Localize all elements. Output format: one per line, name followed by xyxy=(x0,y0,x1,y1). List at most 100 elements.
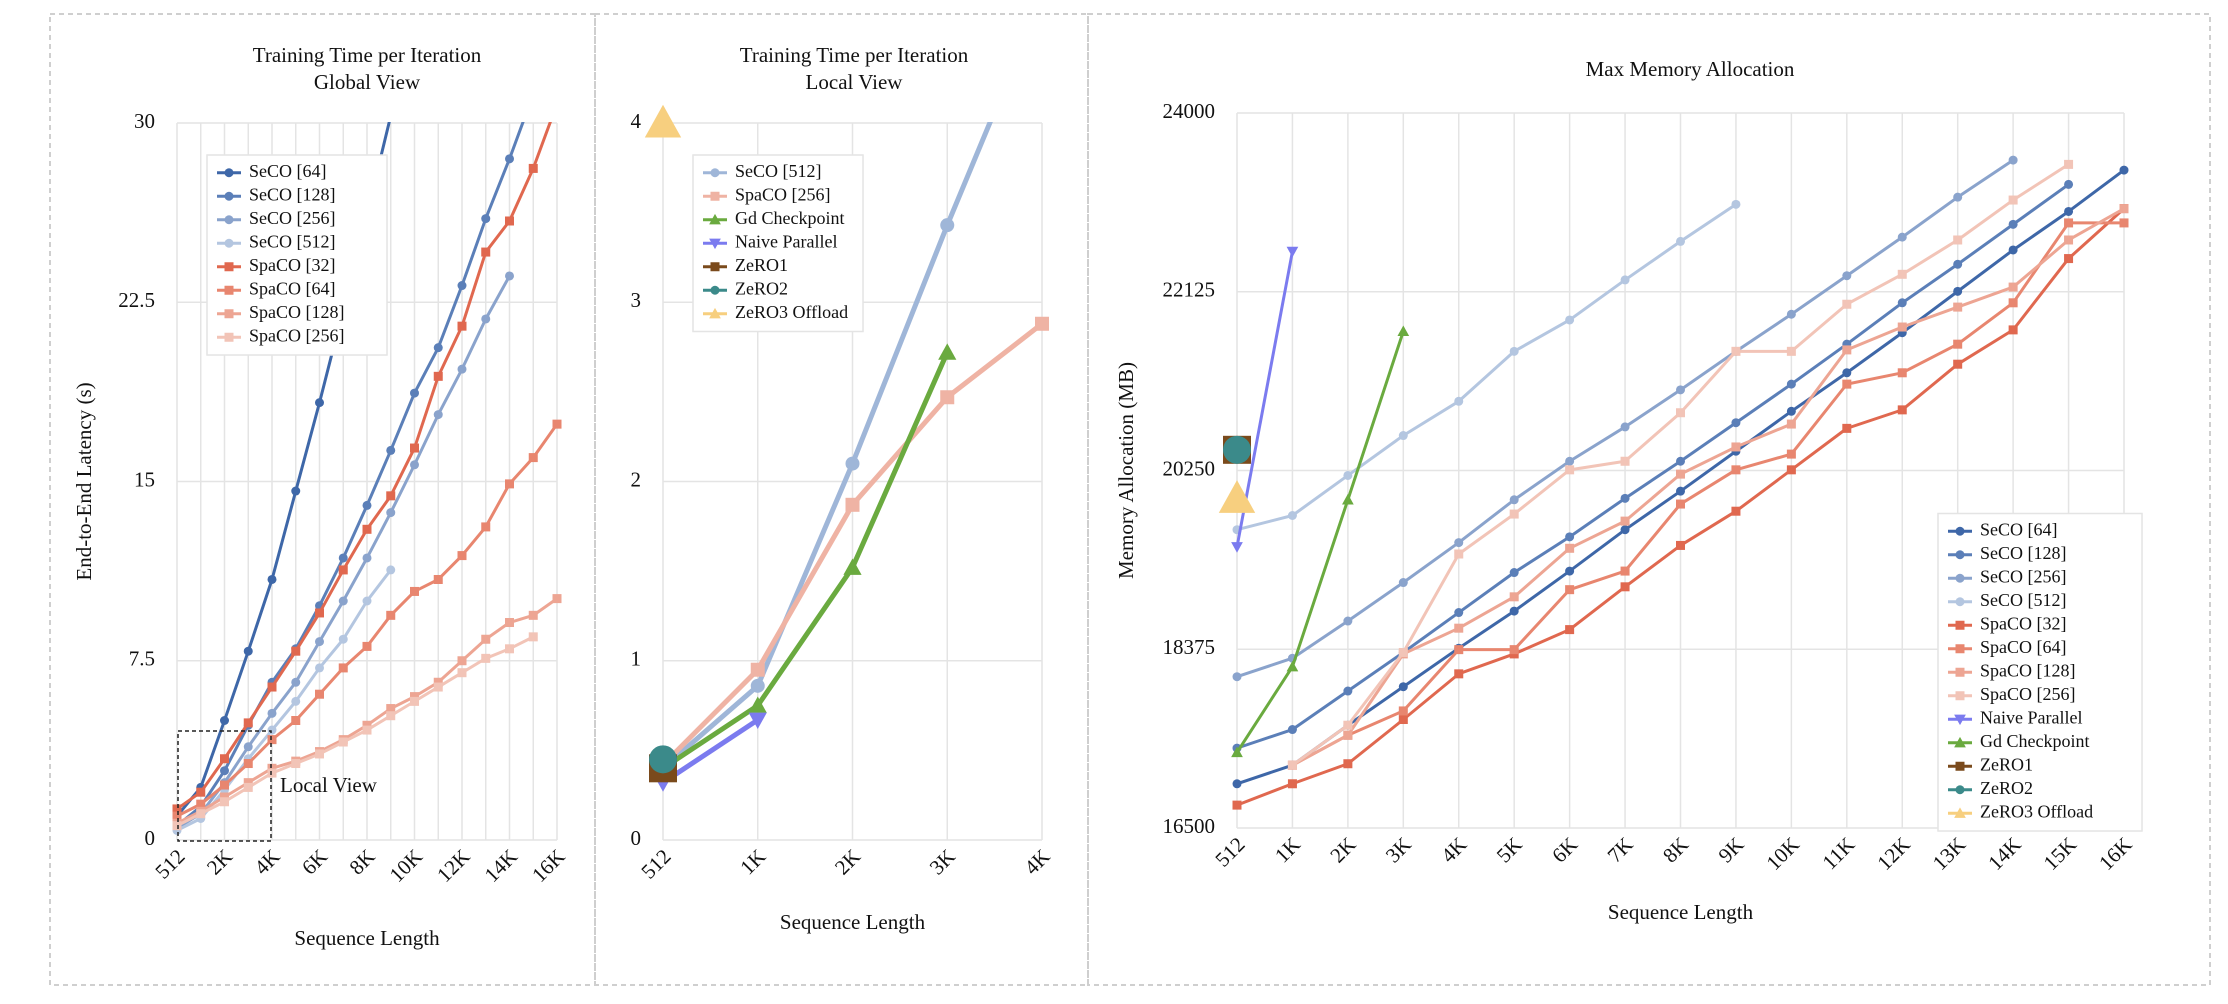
data-point xyxy=(2008,155,2018,165)
data-point xyxy=(267,725,277,735)
data-point xyxy=(433,371,443,381)
data-point xyxy=(1223,435,1251,464)
chart-title: Max Memory Allocation xyxy=(1586,57,1795,81)
x-tick-label: 12K xyxy=(1872,832,1915,875)
annotation: Local View xyxy=(280,773,378,797)
data-point xyxy=(1509,346,1519,356)
legend-label: ZeRO1 xyxy=(1980,754,2033,774)
data-point xyxy=(315,398,324,408)
data-point xyxy=(528,610,538,620)
legend-label: SpaCO [32] xyxy=(1980,613,2067,633)
legend-marker xyxy=(1955,620,1965,630)
legend-marker xyxy=(224,191,234,201)
data-point xyxy=(1287,760,1297,770)
data-point xyxy=(386,111,395,120)
data-point xyxy=(1035,316,1049,331)
overlay-marks xyxy=(644,104,682,783)
legend-marker xyxy=(710,262,720,272)
data-point xyxy=(505,644,514,654)
legend-box xyxy=(692,154,864,333)
data-point xyxy=(220,766,229,776)
data-point xyxy=(291,759,301,769)
x-tick-label: 6K xyxy=(1547,832,1582,867)
annotation-box xyxy=(177,730,272,842)
legend-label: SeCO [256] xyxy=(249,208,336,228)
data-point xyxy=(172,821,182,831)
data-point xyxy=(243,742,253,752)
data-point xyxy=(1786,465,1796,475)
data-point xyxy=(291,716,301,725)
legend: SeCO [64] SeCO [128] SeCO [256] SeCO [512] S… xyxy=(1937,512,2143,832)
x-tick-label: 2K xyxy=(202,844,237,879)
data-point xyxy=(481,653,491,663)
data-point xyxy=(433,410,443,420)
data-point xyxy=(529,90,538,99)
legend-label: SpaCO [128] xyxy=(249,302,345,322)
data-point xyxy=(220,754,229,764)
data-point xyxy=(553,99,562,108)
legend-marker xyxy=(710,285,720,295)
data-point xyxy=(1343,616,1353,626)
data-point xyxy=(2119,165,2129,175)
data-point xyxy=(315,689,324,699)
data-point xyxy=(410,586,419,596)
data-point xyxy=(1287,725,1297,735)
data-point xyxy=(2064,218,2074,228)
data-point xyxy=(1620,525,1630,535)
data-point xyxy=(315,749,324,759)
legend-marker xyxy=(1955,667,1965,677)
data-point xyxy=(2008,219,2018,229)
data-point xyxy=(1509,509,1519,519)
legend-label: SeCO [512] xyxy=(735,161,822,181)
data-point xyxy=(1676,385,1685,395)
data-point xyxy=(433,574,443,584)
panel-border xyxy=(594,13,1089,986)
data-point xyxy=(1287,510,1297,520)
data-point xyxy=(457,321,467,331)
y-tick-label: 3 xyxy=(631,288,642,312)
legend-marker xyxy=(709,307,721,319)
data-point xyxy=(1509,495,1519,505)
x-axis-label: Sequence Length xyxy=(780,910,926,934)
data-point xyxy=(267,735,277,745)
y-tick-label: 2 xyxy=(631,467,642,491)
legend-label: SpaCO [128] xyxy=(1980,660,2076,680)
x-tick-label: 6K xyxy=(297,844,332,879)
data-point xyxy=(338,634,348,644)
legend-marker xyxy=(224,309,234,319)
data-point xyxy=(528,453,538,463)
legend-marker xyxy=(1954,714,1966,726)
data-point xyxy=(1731,506,1741,516)
legend-marker xyxy=(224,332,234,342)
x-tick-label: 512 xyxy=(150,844,189,883)
data-point xyxy=(1398,706,1408,716)
data-point xyxy=(1842,379,1852,389)
data-point xyxy=(220,797,229,807)
chart-title: Training Time per Iteration xyxy=(253,43,482,67)
data-point xyxy=(338,737,348,747)
x-tick-label: 512 xyxy=(636,844,675,883)
data-point xyxy=(1620,275,1630,285)
data-point xyxy=(1620,456,1630,466)
legend-marker xyxy=(224,238,234,248)
data-point xyxy=(1731,346,1741,356)
data-point xyxy=(1842,345,1852,355)
data-point xyxy=(1231,746,1243,758)
data-point xyxy=(1620,422,1630,432)
data-point xyxy=(1953,259,1963,269)
y-tick-label: 16500 xyxy=(1163,814,1216,838)
legend-marker xyxy=(1954,736,1966,748)
data-point xyxy=(1398,431,1408,441)
data-point xyxy=(386,491,396,501)
y-tick-label: 4 xyxy=(631,109,642,133)
data-point xyxy=(1731,418,1741,428)
x-tick-label: 16K xyxy=(2094,832,2137,875)
legend-label: SpaCO [64] xyxy=(1980,637,2067,657)
data-point xyxy=(1953,286,1963,296)
legend-label: SeCO [512] xyxy=(249,231,336,251)
data-point xyxy=(505,216,514,226)
data-point xyxy=(2064,159,2074,169)
legend-label: SeCO [64] xyxy=(249,161,327,181)
data-point xyxy=(267,768,277,778)
